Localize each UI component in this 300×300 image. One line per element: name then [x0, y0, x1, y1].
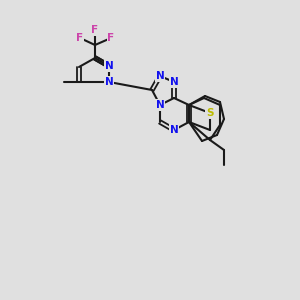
Text: N: N: [169, 125, 178, 135]
Text: N: N: [156, 71, 164, 81]
Text: F: F: [76, 33, 84, 43]
Text: N: N: [105, 77, 113, 87]
Text: N: N: [156, 100, 164, 110]
Text: F: F: [92, 25, 99, 35]
Text: N: N: [105, 61, 113, 71]
Text: F: F: [107, 33, 115, 43]
Text: S: S: [206, 108, 214, 118]
Text: N: N: [169, 77, 178, 87]
